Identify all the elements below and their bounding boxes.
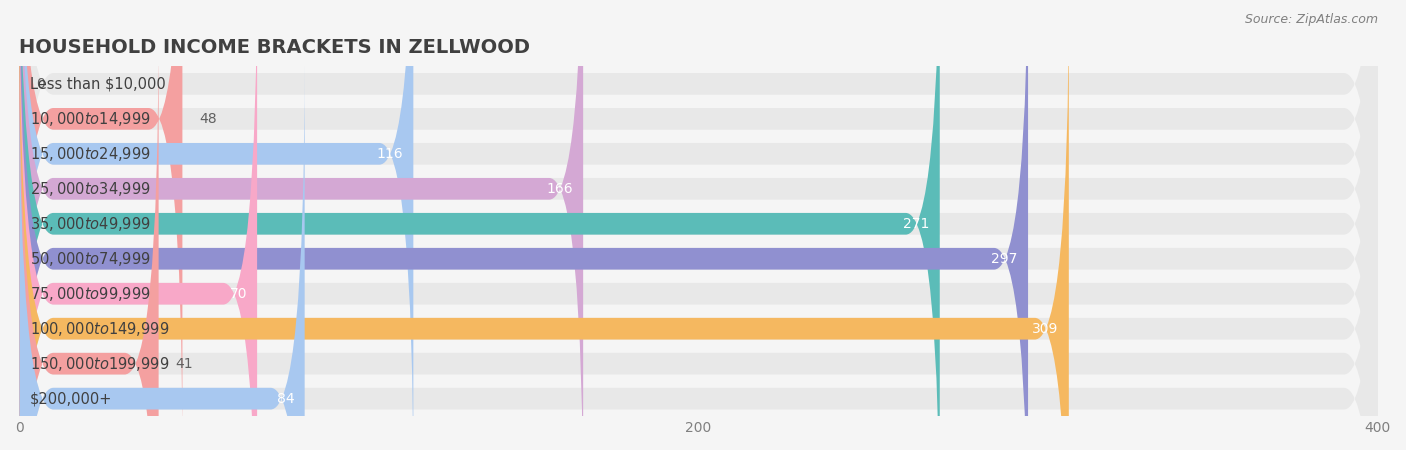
FancyBboxPatch shape bbox=[20, 0, 1378, 450]
FancyBboxPatch shape bbox=[20, 0, 1378, 450]
FancyBboxPatch shape bbox=[20, 0, 1069, 450]
Text: $200,000+: $200,000+ bbox=[30, 391, 112, 406]
FancyBboxPatch shape bbox=[20, 0, 1378, 450]
Text: Less than $10,000: Less than $10,000 bbox=[30, 76, 166, 91]
FancyBboxPatch shape bbox=[20, 0, 583, 450]
Text: $25,000 to $34,999: $25,000 to $34,999 bbox=[30, 180, 150, 198]
FancyBboxPatch shape bbox=[20, 0, 1028, 450]
FancyBboxPatch shape bbox=[20, 0, 413, 450]
Text: Source: ZipAtlas.com: Source: ZipAtlas.com bbox=[1244, 14, 1378, 27]
FancyBboxPatch shape bbox=[20, 0, 257, 450]
FancyBboxPatch shape bbox=[20, 25, 1378, 450]
Text: HOUSEHOLD INCOME BRACKETS IN ZELLWOOD: HOUSEHOLD INCOME BRACKETS IN ZELLWOOD bbox=[20, 37, 530, 57]
Text: $35,000 to $49,999: $35,000 to $49,999 bbox=[30, 215, 150, 233]
Text: 309: 309 bbox=[1032, 322, 1059, 336]
FancyBboxPatch shape bbox=[20, 0, 1378, 450]
FancyBboxPatch shape bbox=[20, 0, 939, 450]
Text: 70: 70 bbox=[229, 287, 247, 301]
Text: $10,000 to $14,999: $10,000 to $14,999 bbox=[30, 110, 150, 128]
FancyBboxPatch shape bbox=[20, 0, 1378, 423]
FancyBboxPatch shape bbox=[20, 0, 1378, 450]
FancyBboxPatch shape bbox=[20, 60, 1378, 450]
Text: 166: 166 bbox=[547, 182, 574, 196]
Text: 116: 116 bbox=[377, 147, 404, 161]
Text: 84: 84 bbox=[277, 392, 294, 405]
Text: $75,000 to $99,999: $75,000 to $99,999 bbox=[30, 285, 150, 303]
Text: 0: 0 bbox=[37, 77, 45, 91]
FancyBboxPatch shape bbox=[20, 25, 159, 450]
Text: $100,000 to $149,999: $100,000 to $149,999 bbox=[30, 320, 169, 338]
Text: $15,000 to $24,999: $15,000 to $24,999 bbox=[30, 145, 150, 163]
Text: $150,000 to $199,999: $150,000 to $199,999 bbox=[30, 355, 169, 373]
FancyBboxPatch shape bbox=[20, 0, 183, 450]
Text: $50,000 to $74,999: $50,000 to $74,999 bbox=[30, 250, 150, 268]
Text: 48: 48 bbox=[200, 112, 217, 126]
Text: 271: 271 bbox=[903, 217, 929, 231]
Text: 41: 41 bbox=[176, 357, 193, 371]
Text: 297: 297 bbox=[991, 252, 1018, 266]
FancyBboxPatch shape bbox=[20, 0, 1378, 450]
FancyBboxPatch shape bbox=[20, 0, 1378, 450]
FancyBboxPatch shape bbox=[20, 60, 305, 450]
